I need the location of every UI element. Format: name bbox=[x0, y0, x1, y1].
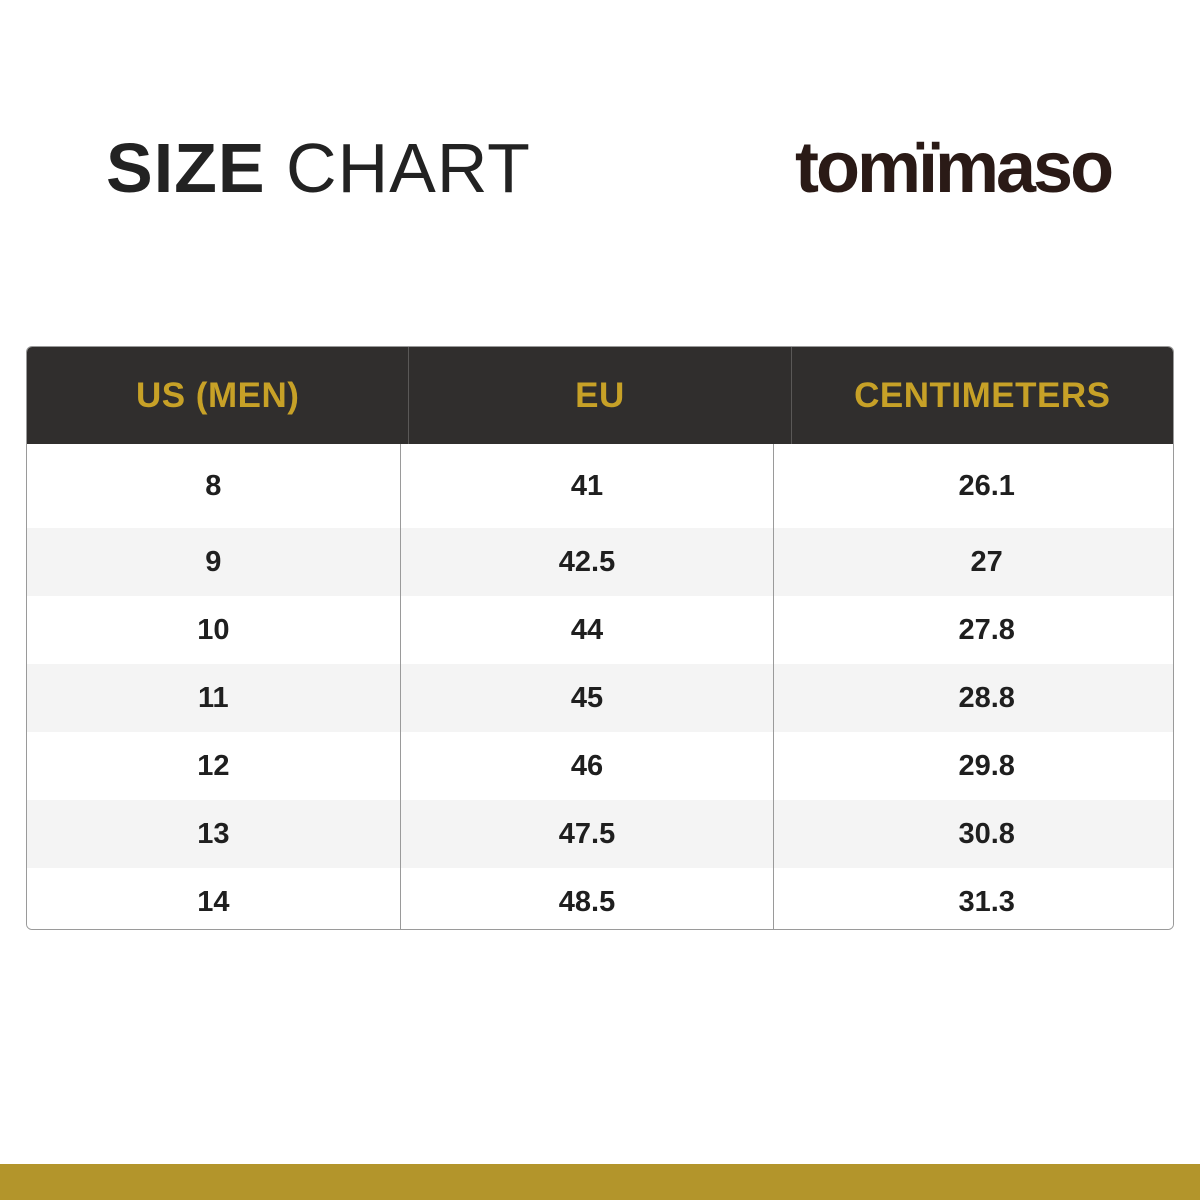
table-row: 11 45 28.8 bbox=[27, 664, 1173, 732]
table-row: 10 44 27.8 bbox=[27, 596, 1173, 664]
cell-us: 12 bbox=[27, 732, 401, 800]
table-row: 8 41 26.1 bbox=[27, 444, 1173, 528]
accent-bar bbox=[0, 1164, 1200, 1200]
cell-cm: 26.1 bbox=[958, 469, 1015, 502]
brand-logo: tomïmaso bbox=[795, 128, 1114, 208]
cell-us: 13 bbox=[27, 800, 401, 868]
table-header: US (MEN) EU CENTIMETERS bbox=[27, 347, 1173, 444]
column-header-us: US (MEN) bbox=[27, 347, 410, 444]
table-row: 13 47.5 30.8 bbox=[27, 800, 1173, 868]
cell-cm: 27.8 bbox=[958, 613, 1015, 646]
cell-cm: 28.8 bbox=[958, 681, 1015, 714]
title-light: CHART bbox=[286, 129, 531, 207]
table-row: 14 48.5 31.3 bbox=[27, 868, 1173, 929]
column-header-eu: EU bbox=[409, 347, 792, 444]
cell-eu: 48.5 bbox=[401, 868, 775, 929]
title-bold: SIZE bbox=[106, 129, 266, 207]
table-body: 8 41 26.1 9 42.5 27 10 44 27.8 11 45 28.… bbox=[27, 444, 1173, 929]
cell-cm: 31.3 bbox=[958, 885, 1015, 918]
cell-eu: 45 bbox=[401, 664, 775, 732]
cell-eu: 46 bbox=[401, 732, 775, 800]
cell-us: 11 bbox=[27, 664, 401, 732]
cell-cm: 29.8 bbox=[958, 749, 1015, 782]
cell-us: 9 bbox=[27, 528, 401, 596]
cell-us: 8 bbox=[27, 444, 401, 528]
table-row: 12 46 29.8 bbox=[27, 732, 1173, 800]
table-row: 9 42.5 27 bbox=[27, 528, 1173, 596]
cell-cm: 27 bbox=[970, 545, 1003, 578]
cell-eu: 41 bbox=[401, 444, 775, 528]
size-table: US (MEN) EU CENTIMETERS 8 41 26.1 9 42.5… bbox=[26, 346, 1174, 930]
page-title: SIZE CHART bbox=[106, 128, 531, 208]
cell-eu: 42.5 bbox=[401, 528, 775, 596]
cell-us: 14 bbox=[27, 868, 401, 929]
column-header-cm: CENTIMETERS bbox=[854, 375, 1111, 415]
cell-cm: 30.8 bbox=[958, 817, 1015, 850]
cell-eu: 44 bbox=[401, 596, 775, 664]
cell-us: 10 bbox=[27, 596, 401, 664]
cell-eu: 47.5 bbox=[401, 800, 775, 868]
